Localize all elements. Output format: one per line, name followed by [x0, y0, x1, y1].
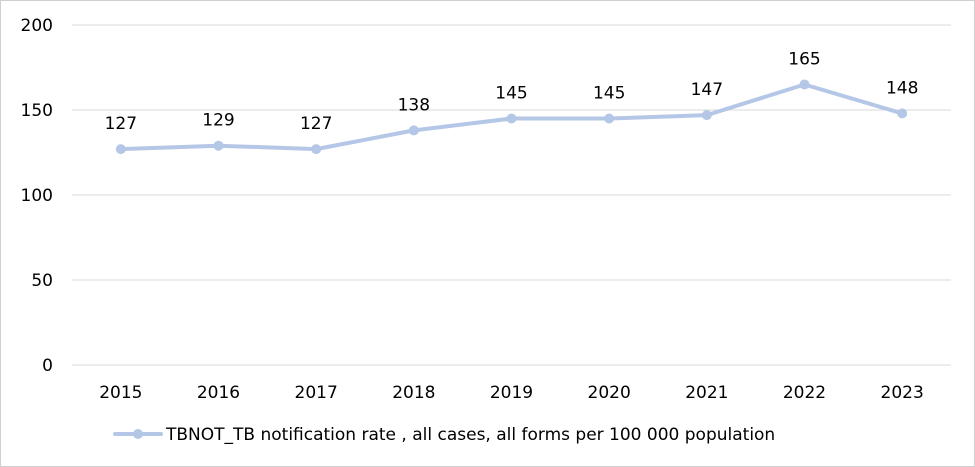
data-label: 147	[691, 80, 723, 100]
x-tick-label: 2022	[783, 383, 826, 403]
data-point	[213, 140, 224, 151]
data-point	[701, 110, 712, 121]
data-label: 148	[886, 78, 918, 98]
y-tick-label: 150	[21, 101, 53, 121]
legend: TBNOT_TB notification rate , all cases, …	[113, 425, 775, 445]
x-axis-ticks: 2015 2016 2017 2018 2019 2020 2021 2022 2023	[99, 383, 924, 403]
data-point	[115, 144, 126, 155]
data-label: 127	[300, 114, 332, 134]
gridlines	[72, 24, 951, 366]
x-tick-label: 2019	[490, 383, 533, 403]
data-label: 129	[202, 111, 234, 131]
data-label: 145	[593, 84, 625, 104]
data-point	[604, 113, 615, 124]
data-label: 165	[788, 50, 820, 70]
data-point	[506, 113, 517, 124]
x-tick-label: 2020	[588, 383, 631, 403]
x-tick-label: 2023	[881, 383, 924, 403]
y-tick-label: 0	[42, 356, 53, 376]
y-axis-ticks: 0 50 100 150 200	[21, 16, 53, 376]
data-label: 138	[398, 95, 430, 115]
data-point	[799, 79, 810, 90]
data-point	[897, 108, 908, 119]
data-point	[408, 125, 419, 136]
legend-swatch-marker	[133, 429, 143, 439]
x-tick-label: 2018	[392, 383, 435, 403]
legend-label: TBNOT_TB notification rate , all cases, …	[165, 425, 775, 445]
series-layer	[115, 79, 908, 155]
data-point	[311, 144, 322, 155]
y-tick-label: 100	[21, 186, 53, 206]
y-tick-label: 200	[21, 16, 53, 36]
x-tick-label: 2017	[295, 383, 338, 403]
data-labels: 127 129 127 138 145 145 147 165 148	[105, 50, 919, 135]
x-tick-label: 2021	[685, 383, 728, 403]
y-tick-label: 50	[31, 271, 53, 291]
data-label: 127	[105, 114, 137, 134]
x-tick-label: 2015	[99, 383, 142, 403]
x-tick-label: 2016	[197, 383, 240, 403]
data-label: 145	[495, 84, 527, 104]
